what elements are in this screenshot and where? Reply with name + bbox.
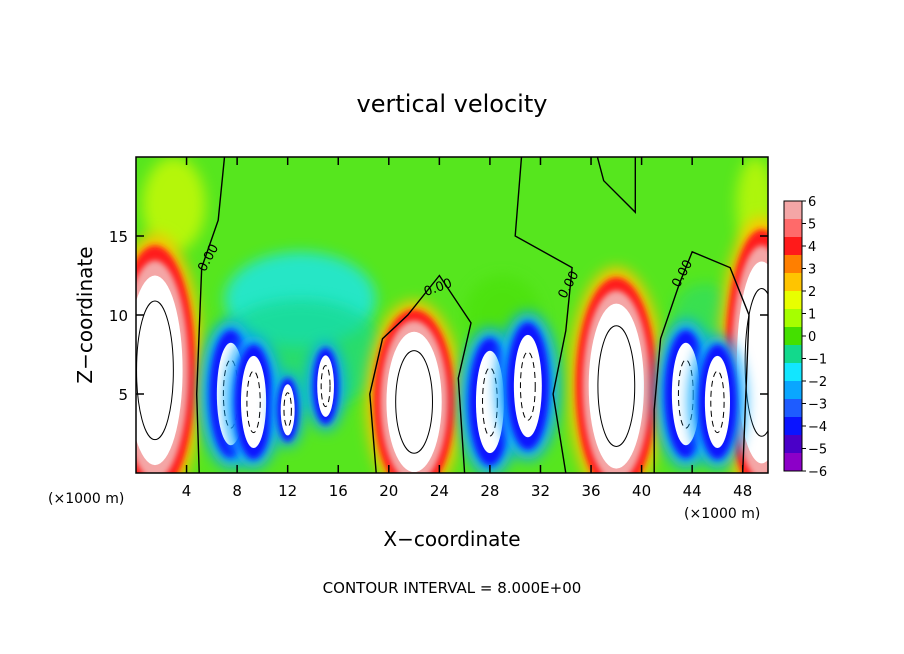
x-tick-label: 8 (232, 482, 242, 500)
chart-title: vertical velocity (357, 90, 548, 118)
colorbar-swatch (784, 363, 802, 382)
updraft-contour (744, 288, 768, 437)
downdraft-cell (496, 312, 560, 461)
downdraft-contour (519, 351, 536, 421)
x-tick-label: 44 (683, 482, 702, 500)
x-unit-right: (×1000 m) (684, 506, 760, 522)
zero-contour (195, 157, 226, 473)
updraft-core (386, 331, 442, 473)
colorbar-swatch (784, 291, 802, 310)
y-tick-label: 15 (109, 228, 128, 246)
colorbar-label: −6 (808, 465, 827, 480)
x-tick-label: 20 (379, 482, 398, 500)
zero-contour (653, 250, 750, 473)
updraft-cell (718, 217, 768, 473)
colorbar-label: −4 (808, 420, 827, 435)
downdraft-cell (225, 335, 282, 469)
colorbar-label: −1 (808, 353, 827, 368)
downdraft-core (280, 384, 295, 436)
updraft-cell (366, 300, 462, 473)
colorbar-label: −2 (808, 375, 827, 390)
colorbar-label: 0 (808, 330, 816, 345)
colorbar-label: 4 (808, 240, 816, 255)
downdraft-contour (482, 367, 498, 437)
x-tick-label: 4 (182, 482, 192, 500)
colorbar-swatch (784, 435, 802, 454)
downdraft-contour (320, 365, 331, 408)
updraft-cell (136, 233, 203, 473)
zero-contour (596, 157, 636, 214)
y-tick-label: 5 (118, 386, 128, 404)
colorbar-swatch (784, 219, 802, 238)
zero-contour (514, 157, 573, 473)
colorbar-swatch (784, 417, 802, 436)
x-tick-label: 40 (632, 482, 651, 500)
downdraft-cell (689, 335, 746, 469)
colorbar-swatch (784, 273, 802, 292)
colorbar: 6 5 4 3 2 1 0 −1 −2 −3 −4 −5 −6 (783, 195, 827, 480)
colorbar-label: 5 (808, 218, 816, 233)
x-unit-left: (×1000 m) (48, 491, 124, 507)
colorbar-swatch (784, 255, 802, 274)
y-axis: 5 10 15 (109, 228, 768, 404)
x-tick-label: 12 (278, 482, 297, 500)
colorbar-label: 1 (808, 308, 816, 323)
downdraft-core (704, 355, 731, 448)
x-axis: 4 8 12 16 20 24 28 32 36 40 44 48 (182, 157, 752, 500)
downdraft-core (513, 334, 542, 438)
field-patch (142, 157, 206, 252)
downdraft-contour (246, 370, 261, 434)
x-tick-label: 48 (733, 482, 752, 500)
colorbar-swatch (784, 327, 802, 346)
velocity-field (136, 157, 768, 473)
colorbar-swatch (784, 399, 802, 418)
downdraft-cell (306, 341, 345, 431)
colorbar-label: −3 (808, 398, 827, 413)
downdraft-contour (283, 392, 292, 428)
colorbar-label: −5 (808, 443, 827, 458)
plot-area: 0.000.00 0.00 0.00 (136, 157, 768, 473)
colorbar-swatch (784, 201, 802, 220)
colorbar-swatch (784, 309, 802, 328)
y-tick-label: 10 (109, 307, 128, 325)
x-tick-label: 28 (480, 482, 499, 500)
colorbar-label: 6 (808, 195, 816, 210)
x-tick-label: 16 (329, 482, 348, 500)
downdraft-core (317, 355, 334, 417)
updraft-contour (395, 350, 433, 454)
downdraft-contour (710, 370, 725, 434)
y-axis-label: Z−coordinate (73, 246, 97, 383)
contour-interval-note: CONTOUR INTERVAL = 8.000E+00 (323, 579, 582, 597)
x-tick-label: 24 (430, 482, 449, 500)
updraft-contour (597, 325, 636, 447)
colorbar-swatch (784, 345, 802, 364)
x-axis-label: X−coordinate (383, 527, 520, 551)
updraft-core (588, 303, 644, 469)
x-tick-label: 32 (531, 482, 550, 500)
updraft-cell (568, 267, 665, 473)
zero-contour (369, 274, 472, 473)
updraft-core (136, 275, 183, 466)
colorbar-swatch (784, 237, 802, 256)
x-tick-label: 36 (581, 482, 600, 500)
colorbar-label: 3 (808, 263, 816, 278)
downdraft-cell (272, 372, 304, 447)
downdraft-core (240, 355, 267, 448)
colorbar-label: 2 (808, 285, 816, 300)
colorbar-swatch (784, 453, 802, 472)
colorbar-swatch (784, 381, 802, 400)
